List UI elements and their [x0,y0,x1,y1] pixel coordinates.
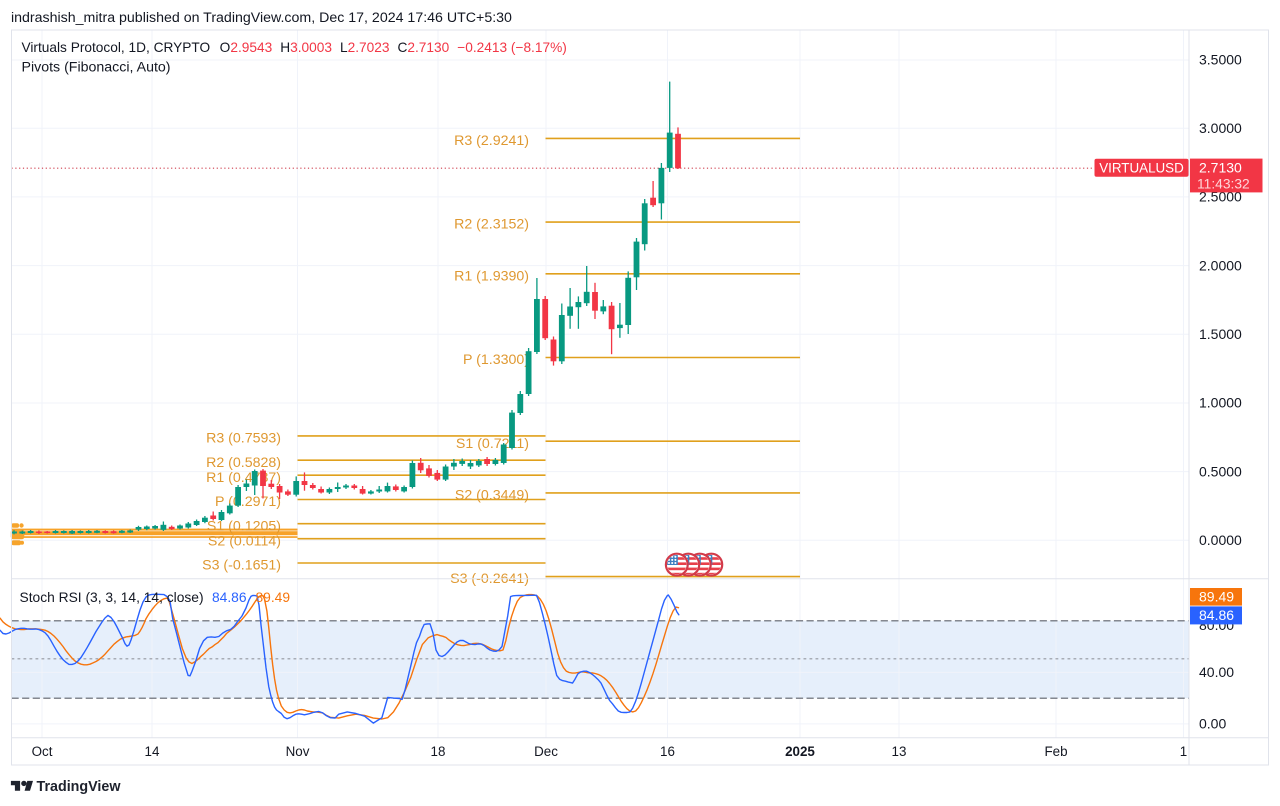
svg-text:S1 (0.1205): S1 (0.1205) [207,518,281,534]
svg-text:1: 1 [1180,744,1187,759]
svg-text:P (0.2971): P (0.2971) [215,494,281,510]
svg-text:Feb: Feb [1044,744,1067,759]
svg-text:Dec: Dec [534,744,558,759]
svg-text:TradingView: TradingView [37,779,122,795]
svg-text:11:43:32: 11:43:32 [1197,176,1250,191]
svg-text:84.86: 84.86 [1199,607,1234,623]
svg-text:S2 (0.3449): S2 (0.3449) [455,488,529,504]
svg-text:R3 (0.7593): R3 (0.7593) [206,431,281,447]
svg-text:14: 14 [145,744,160,759]
svg-text:16: 16 [660,744,675,759]
svg-text:18: 18 [431,744,446,759]
svg-text:Nov: Nov [286,744,310,759]
svg-text:2.7130: 2.7130 [1199,160,1242,176]
svg-text:R1 (1.9390): R1 (1.9390) [454,268,529,284]
svg-text:13: 13 [892,744,907,759]
svg-text:3.5000: 3.5000 [1199,52,1242,68]
svg-text:1.5000: 1.5000 [1199,326,1242,342]
svg-text:indrashish_mitra published on: indrashish_mitra published on TradingVie… [11,10,512,26]
svg-text:0.00: 0.00 [1199,716,1226,732]
svg-text:0.5000: 0.5000 [1199,463,1242,479]
svg-text:2.0000: 2.0000 [1199,257,1242,273]
svg-text:S2 (0.0114): S2 (0.0114) [208,533,281,549]
svg-text:89.49: 89.49 [1199,588,1234,604]
svg-text:0.0000: 0.0000 [1199,532,1242,548]
svg-text:R1 (0.4737): R1 (0.4737) [206,470,281,486]
svg-text:89.49: 89.49 [256,590,291,605]
svg-text:Oct: Oct [32,744,53,759]
svg-text:2025: 2025 [785,744,815,759]
svg-text:P (1.3300): P (1.3300) [463,352,529,368]
svg-text:R3 (2.9241): R3 (2.9241) [454,133,529,149]
svg-text:3.0000: 3.0000 [1199,120,1242,136]
svg-text:84.86: 84.86 [212,590,247,605]
svg-text:S1 (0.7211): S1 (0.7211) [456,436,529,452]
svg-text:R2 (2.3152): R2 (2.3152) [454,217,529,233]
svg-text:2.5000: 2.5000 [1199,189,1242,205]
svg-text:Stoch RSI (3, 3, 14, 14, close: Stoch RSI (3, 3, 14, 14, close) [20,590,204,605]
svg-text:S3 (-0.1651): S3 (-0.1651) [202,558,281,574]
svg-text:R2 (0.5828): R2 (0.5828) [206,455,281,471]
svg-text:VIRTUALUSD: VIRTUALUSD [1099,161,1184,176]
svg-text:1.0000: 1.0000 [1199,395,1242,411]
svg-text:40.00: 40.00 [1199,664,1234,680]
svg-text:Pivots (Fibonacci, Auto): Pivots (Fibonacci, Auto) [22,59,171,75]
